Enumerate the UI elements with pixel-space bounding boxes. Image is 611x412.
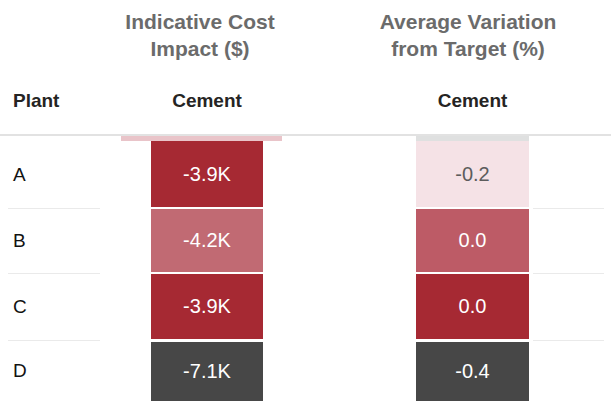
cell-variation-plant-c[interactable]: 0.0 (416, 274, 529, 339)
row-header-plant-d[interactable]: D (13, 359, 93, 383)
row-header-plant-c[interactable]: C (13, 295, 93, 319)
cement-column-header-cost[interactable]: Cement (151, 88, 263, 114)
cell-cost-plant-b[interactable]: -4.2K (151, 209, 263, 272)
column-group-title-cost: Indicative Cost Impact ($) (55, 8, 345, 62)
cement-column-header-variation[interactable]: Cement (416, 88, 529, 114)
cell-variation-plant-b[interactable]: 0.0 (416, 209, 529, 272)
cost-impact-column: -3.9K -4.2K -3.9K -7.1K (151, 136, 263, 402)
variation-column: -0.2 0.0 0.0 -0.4 (416, 136, 529, 402)
row-separator (8, 340, 100, 341)
cell-cost-plant-c[interactable]: -3.9K (151, 274, 263, 339)
row-separator (533, 340, 604, 341)
cell-cost-plant-a[interactable]: -3.9K (151, 141, 263, 207)
group-title-line: Indicative Cost (55, 8, 345, 35)
row-separator (8, 208, 100, 209)
row-separator (533, 273, 604, 274)
plant-column-header[interactable]: Plant (13, 88, 93, 114)
cell-variation-plant-d[interactable]: -0.4 (416, 342, 529, 401)
group-title-line: Average Variation (323, 8, 611, 35)
column-group-title-variation: Average Variation from Target (%) (323, 8, 611, 62)
group-title-line: Impact ($) (55, 35, 345, 62)
cell-cost-plant-d[interactable]: -7.1K (151, 342, 263, 401)
row-separator (8, 273, 100, 274)
row-header-plant-a[interactable]: A (13, 163, 93, 187)
row-separator (533, 208, 604, 209)
cell-variation-plant-a[interactable]: -0.2 (416, 141, 529, 207)
group-title-line: from Target (%) (323, 35, 611, 62)
row-header-plant-b[interactable]: B (13, 229, 93, 253)
